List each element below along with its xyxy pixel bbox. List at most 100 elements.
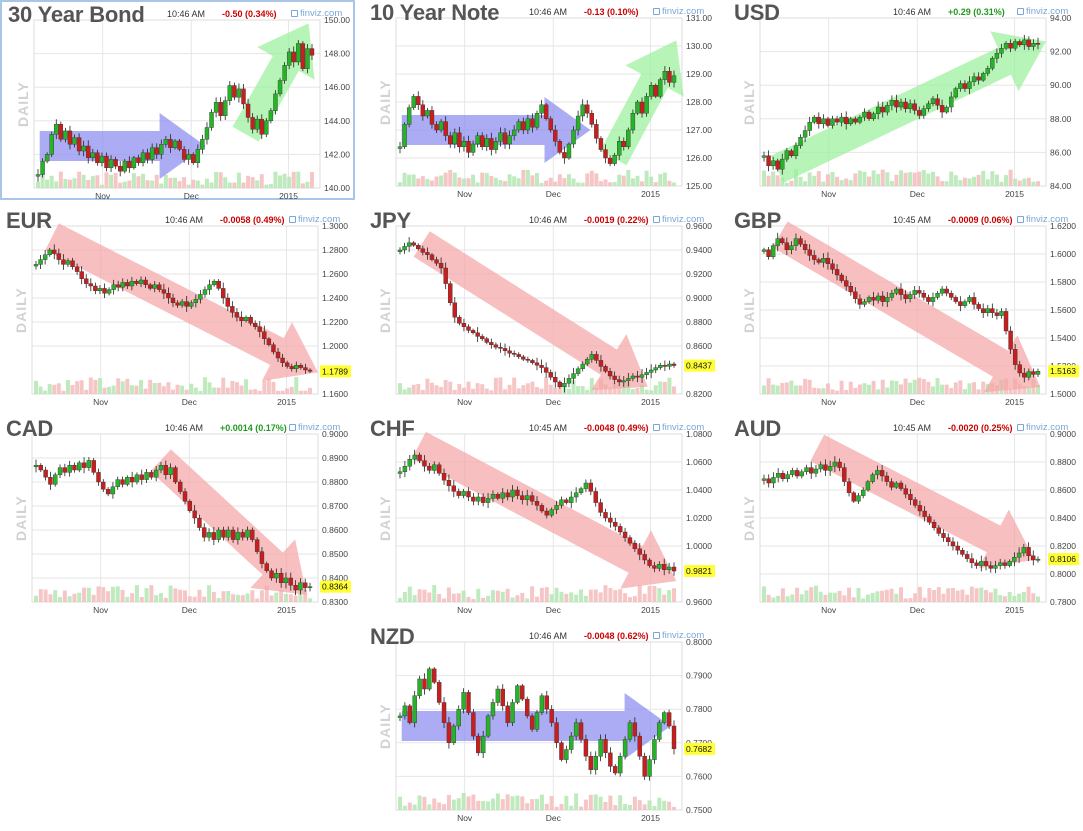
chart-title: EUR [6, 208, 52, 233]
candle-down [425, 252, 430, 256]
chart-panel-aud[interactable]: 0.9000 0.8800 0.8600 0.8400 0.8200 0.8106 0.80… [728, 416, 1083, 616]
volume-bar [899, 587, 903, 602]
chart-panel-30-year-bond[interactable]: 150.00 148.00 146.00 144.00 142.00 140.00 Nov D… [0, 0, 355, 201]
volume-bar [429, 382, 434, 394]
trend-arrow [150, 449, 307, 595]
chart-panel-gbp[interactable]: 1.62001.60001.58001.56001.54001.52001.51… [728, 208, 1083, 408]
finviz-link[interactable]: finviz.com [289, 422, 340, 433]
volume-bar [766, 175, 771, 186]
candle-up [49, 134, 54, 155]
candle-up [417, 678, 422, 696]
candle-down [927, 516, 932, 523]
candle-down [775, 160, 780, 170]
volume-bar [451, 593, 456, 602]
volume-bar [623, 593, 628, 602]
finviz-link[interactable]: finviz.com [1017, 6, 1068, 17]
candle-up [138, 279, 144, 284]
volume-bar [936, 587, 941, 602]
candle-up [770, 160, 776, 167]
candle-down [438, 263, 444, 269]
volume-bar [110, 586, 115, 602]
volume-bar [580, 182, 585, 186]
candle-up [243, 316, 249, 321]
finviz-logo-icon [653, 424, 660, 431]
volume-bar [958, 380, 963, 394]
candle-up [493, 140, 499, 150]
volume-bar [564, 593, 569, 602]
last-price-label: 0.8364 [322, 582, 348, 592]
finviz-link[interactable]: finviz.com [653, 214, 704, 225]
chart-panel-eur[interactable]: 1.3000 1.2800 1.2600 1.2400 1.2200 1.2000 1.17… [0, 208, 355, 408]
volume-bar [303, 390, 308, 394]
finviz-link[interactable]: finviz.com [653, 630, 704, 641]
candle-up [827, 466, 833, 471]
candle-down [1035, 43, 1041, 45]
chart-panel-10-year-note[interactable]: 131.00 130.00 129.00 128.00 127.00 126.00 125.… [364, 0, 719, 200]
candle-down [789, 150, 794, 156]
candle-down [471, 712, 476, 737]
x-tick-label: Nov [821, 397, 837, 407]
volume-bar [771, 597, 776, 602]
volume-bar [79, 380, 84, 394]
volume-bar [398, 383, 402, 394]
y-tick-label: 128.00 [686, 97, 712, 107]
price-change: +0.29 (0.31%) [948, 7, 1005, 17]
candle-down [502, 132, 508, 145]
finviz-link[interactable]: finviz.com [1017, 422, 1068, 433]
candle-up [485, 715, 491, 737]
candle-down [971, 297, 977, 305]
volume-bar [539, 182, 544, 186]
chart-panel-usd[interactable]: 94.00 92.00 90.00 88.00 86.00 84.00 Nov Dec 2015… [728, 0, 1083, 200]
candle-down [908, 493, 913, 500]
chart-panel-chf[interactable]: 1.0800 1.0600 1.0400 1.0200 1.0000 0.9821 0.96… [364, 416, 719, 616]
volume-bar [191, 179, 196, 188]
volume-bar [637, 800, 642, 810]
candle-down [479, 135, 485, 148]
y-tick-label: 0.8600 [1050, 485, 1076, 495]
candle-down [218, 102, 223, 116]
chart-panel-cad[interactable]: 0.9000 0.8900 0.8800 0.8700 0.8600 0.8500 0.84… [0, 416, 355, 616]
volume-bar [289, 386, 294, 394]
candle-down [105, 488, 111, 495]
volume-bar [106, 591, 111, 602]
finviz-link[interactable]: finviz.com [1017, 214, 1068, 225]
volume-bar [1026, 177, 1031, 186]
finviz-link[interactable]: finviz.com [653, 6, 704, 17]
volume-bar [466, 178, 471, 186]
volume-bar [885, 387, 890, 394]
candle-up [885, 297, 890, 302]
quote-time: 10:46 AM [165, 215, 204, 225]
chart-panel-jpy[interactable]: 0.9600 0.9400 0.9200 0.9000 0.8800 0.8600 0.84… [364, 208, 719, 408]
volume-bar [481, 597, 486, 602]
candle-down [1026, 547, 1031, 556]
candle-down [259, 551, 265, 564]
volume-bar [612, 181, 617, 186]
volume-bar [255, 598, 260, 602]
finviz-link[interactable]: finviz.com [653, 422, 704, 433]
candle-down [101, 481, 106, 490]
volume-bar [1008, 388, 1013, 394]
volume-bar [255, 180, 260, 188]
volume-bar [832, 592, 837, 602]
volume-bar [649, 176, 654, 186]
candle-up [484, 138, 489, 147]
candle-down [780, 473, 786, 480]
chart-panel-nzd[interactable]: 0.8000 0.7900 0.7800 0.7700 0.7682 0.7600 0.75… [364, 624, 719, 824]
finviz-link[interactable]: finviz.com [291, 8, 342, 19]
candle-up [653, 367, 658, 371]
volume-bar [493, 377, 498, 394]
finviz-text: finviz.com [662, 214, 705, 225]
candle-up [1016, 552, 1022, 558]
x-tick-label: Nov [457, 605, 473, 615]
finviz-link[interactable]: finviz.com [289, 214, 340, 225]
candle-down [457, 316, 462, 324]
candle-down [495, 493, 501, 499]
candle-up [627, 722, 633, 740]
candle-up [198, 294, 203, 300]
candle-up [985, 68, 990, 74]
candle-down [416, 96, 421, 106]
y-tick-label: 1.3000 [322, 221, 348, 231]
candle-up [235, 532, 241, 540]
volume-bar [214, 171, 219, 188]
candle-down [93, 285, 98, 292]
